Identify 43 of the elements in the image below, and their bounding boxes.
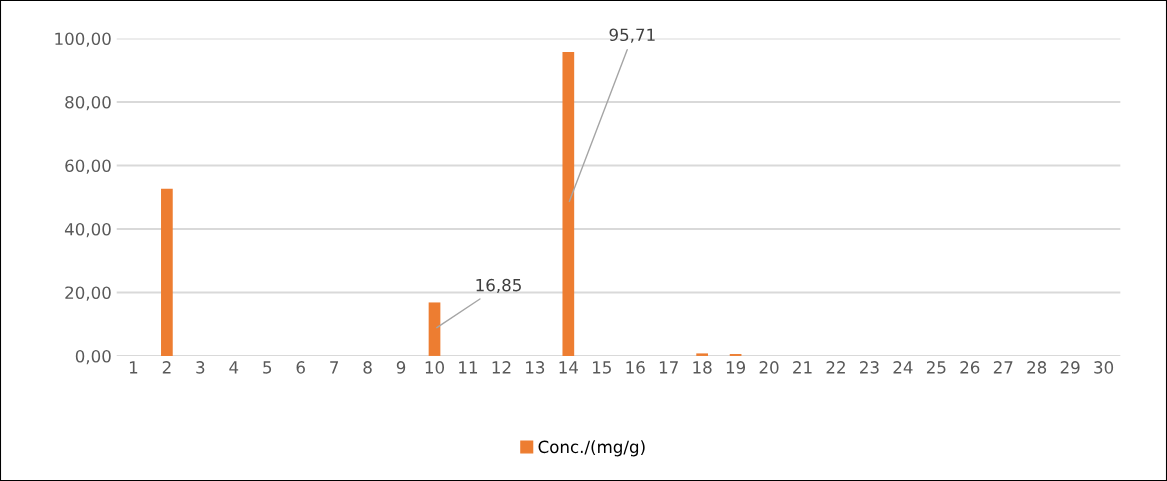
y-tick-label: 40,00 (64, 222, 111, 238)
y-tick-label: 20,00 (65, 286, 111, 301)
x-tick-label: 25 (926, 361, 946, 374)
x-tick-label: 26 (960, 361, 980, 374)
x-tick-label: 2 (162, 361, 171, 374)
x-tick-label: 22 (826, 361, 845, 374)
x-tick-label: 6 (296, 361, 305, 374)
bar (428, 302, 441, 356)
x-tick-label: 9 (396, 361, 406, 374)
x-tick-label: 29 (1060, 361, 1080, 374)
y-tick-label: 0,00 (75, 349, 111, 365)
x-tick-label: 14 (559, 361, 578, 374)
bar (562, 52, 575, 356)
x-tick-label: 23 (860, 361, 879, 374)
x-tick-label: 17 (659, 361, 678, 374)
y-tick-label: 100,00 (55, 32, 111, 47)
data-label: 16,85 (476, 278, 521, 294)
x-tick-label: 7 (330, 361, 339, 374)
x-tick-label: 15 (593, 361, 611, 374)
bar (161, 188, 173, 356)
bar (696, 353, 708, 356)
x-tick-label: 8 (363, 361, 372, 374)
x-tick-label: 20 (759, 361, 779, 374)
x-tick-label: 30 (1094, 361, 1114, 374)
x-tick-label: 19 (726, 361, 746, 374)
x-tick-label: 12 (492, 361, 511, 374)
x-tick-label: 11 (459, 361, 478, 374)
x-tick-label: 24 (893, 361, 913, 374)
x-tick-label: 3 (196, 361, 205, 374)
x-tick-label: 21 (793, 361, 812, 374)
x-tick-label: 16 (626, 361, 645, 374)
x-tick-label: 4 (229, 361, 239, 374)
data-label: 95,71 (609, 28, 655, 43)
x-tick-label: 5 (263, 361, 272, 374)
x-tick-label: 10 (425, 361, 445, 374)
x-tick-label: 13 (526, 361, 545, 374)
x-tick-label: 1 (129, 361, 138, 374)
y-tick-label: 80,00 (65, 95, 111, 111)
y-tick-label: 60,00 (65, 159, 111, 174)
x-tick-label: 28 (1027, 361, 1047, 374)
legend-label: Conc./(mg/g) (538, 440, 645, 457)
x-tick-label: 18 (693, 361, 712, 374)
x-tick-label: 27 (993, 361, 1013, 374)
